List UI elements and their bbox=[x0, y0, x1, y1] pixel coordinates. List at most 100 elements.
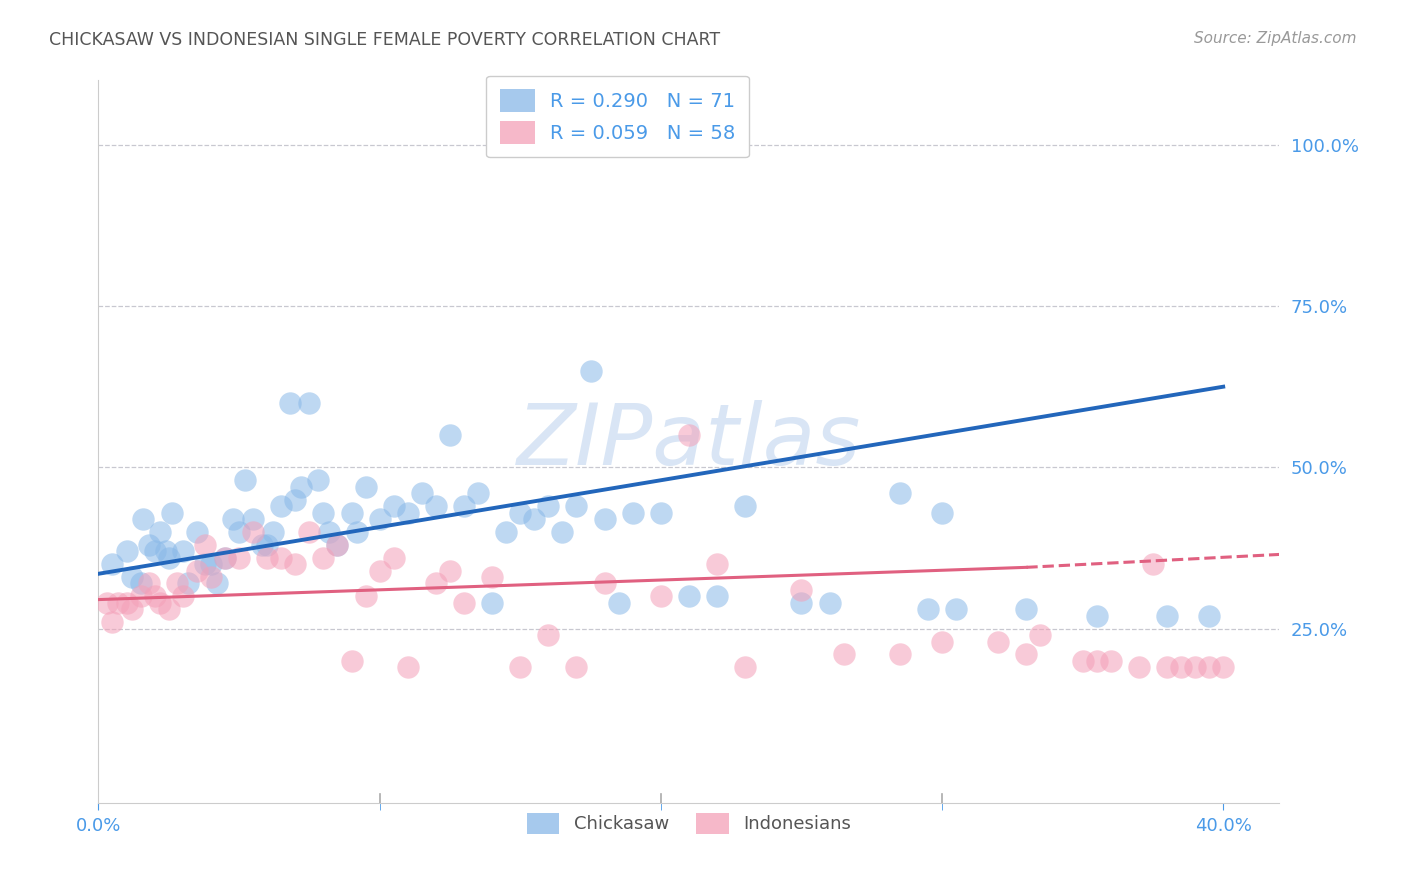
Point bbox=[382, 550, 405, 565]
Point bbox=[194, 557, 217, 571]
Point bbox=[250, 538, 273, 552]
Point bbox=[368, 512, 391, 526]
Point bbox=[706, 590, 728, 604]
Legend: Chickasaw, Indonesians: Chickasaw, Indonesians bbox=[516, 802, 862, 845]
Point bbox=[1156, 608, 1178, 623]
Point bbox=[228, 524, 250, 539]
Point bbox=[1071, 654, 1094, 668]
Point bbox=[326, 538, 349, 552]
Point bbox=[284, 557, 307, 571]
Point bbox=[593, 512, 616, 526]
Point bbox=[495, 524, 517, 539]
Point bbox=[453, 499, 475, 513]
Point bbox=[307, 473, 329, 487]
Point bbox=[987, 634, 1010, 648]
Point bbox=[205, 576, 228, 591]
Point bbox=[340, 506, 363, 520]
Point bbox=[129, 576, 152, 591]
Point bbox=[368, 564, 391, 578]
Point bbox=[396, 506, 419, 520]
Point bbox=[143, 590, 166, 604]
Point bbox=[200, 557, 222, 571]
Point bbox=[157, 550, 180, 565]
Point bbox=[318, 524, 340, 539]
Point bbox=[177, 576, 200, 591]
Point bbox=[298, 396, 321, 410]
Point bbox=[138, 576, 160, 591]
Point bbox=[326, 538, 349, 552]
Point bbox=[1212, 660, 1234, 674]
Point bbox=[340, 654, 363, 668]
Point bbox=[101, 615, 124, 630]
Point bbox=[565, 660, 588, 674]
Point bbox=[425, 576, 447, 591]
Point bbox=[222, 512, 245, 526]
Point bbox=[706, 557, 728, 571]
Point bbox=[1015, 648, 1038, 662]
Point bbox=[467, 486, 489, 500]
Point bbox=[411, 486, 433, 500]
Text: Source: ZipAtlas.com: Source: ZipAtlas.com bbox=[1194, 31, 1357, 46]
Point bbox=[537, 628, 560, 642]
Point bbox=[678, 428, 700, 442]
Point bbox=[96, 596, 118, 610]
Point bbox=[481, 570, 503, 584]
Point bbox=[481, 596, 503, 610]
Point bbox=[945, 602, 967, 616]
Point bbox=[262, 524, 284, 539]
Point bbox=[1198, 660, 1220, 674]
Point bbox=[1128, 660, 1150, 674]
Point bbox=[1184, 660, 1206, 674]
Point bbox=[1085, 608, 1108, 623]
Point bbox=[172, 590, 194, 604]
Point bbox=[537, 499, 560, 513]
Point bbox=[650, 590, 672, 604]
Point bbox=[115, 544, 138, 558]
Point bbox=[121, 602, 143, 616]
Point bbox=[228, 550, 250, 565]
Point bbox=[1015, 602, 1038, 616]
Point bbox=[931, 506, 953, 520]
Point bbox=[593, 576, 616, 591]
Text: ZIPatlas: ZIPatlas bbox=[517, 400, 860, 483]
Point bbox=[138, 538, 160, 552]
Point bbox=[1142, 557, 1164, 571]
Point bbox=[790, 596, 813, 610]
Point bbox=[917, 602, 939, 616]
Point bbox=[551, 524, 574, 539]
Point bbox=[256, 550, 278, 565]
Point bbox=[160, 506, 183, 520]
Point bbox=[650, 506, 672, 520]
Point bbox=[270, 499, 292, 513]
Point bbox=[818, 596, 841, 610]
Point bbox=[186, 524, 208, 539]
Point bbox=[214, 550, 236, 565]
Point bbox=[194, 538, 217, 552]
Point bbox=[354, 480, 377, 494]
Point bbox=[312, 550, 335, 565]
Point bbox=[290, 480, 312, 494]
Point bbox=[284, 492, 307, 507]
Point bbox=[166, 576, 188, 591]
Point bbox=[115, 596, 138, 610]
Point bbox=[101, 557, 124, 571]
Point bbox=[396, 660, 419, 674]
Point bbox=[1085, 654, 1108, 668]
Point bbox=[734, 660, 756, 674]
Point bbox=[790, 582, 813, 597]
Point bbox=[832, 648, 855, 662]
Point bbox=[149, 524, 172, 539]
Point bbox=[607, 596, 630, 610]
Point bbox=[200, 570, 222, 584]
Point bbox=[1198, 608, 1220, 623]
Point bbox=[242, 524, 264, 539]
Point bbox=[107, 596, 129, 610]
Point bbox=[889, 486, 911, 500]
Point bbox=[132, 512, 155, 526]
Point bbox=[509, 506, 531, 520]
Point bbox=[129, 590, 152, 604]
Point bbox=[233, 473, 256, 487]
Point bbox=[439, 564, 461, 578]
Point bbox=[256, 538, 278, 552]
Point bbox=[346, 524, 368, 539]
